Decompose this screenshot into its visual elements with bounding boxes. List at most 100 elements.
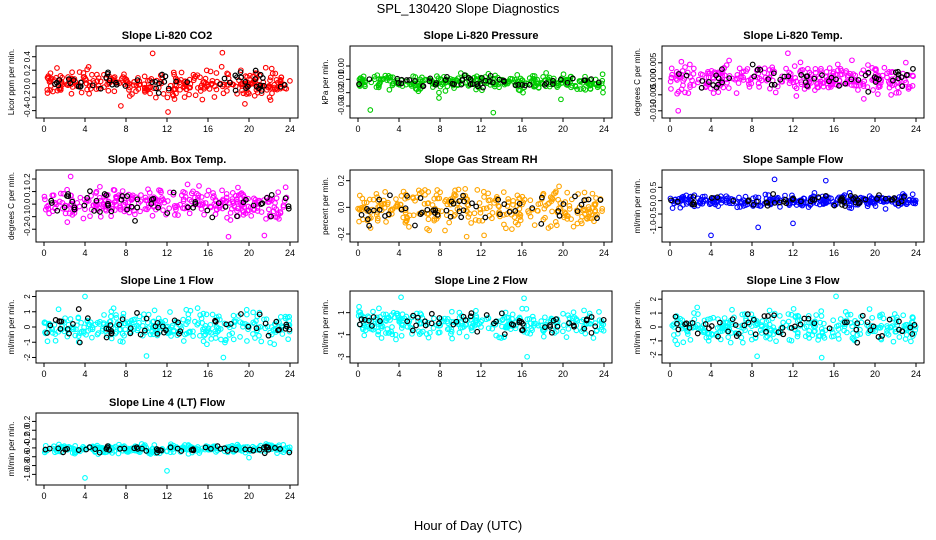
data-point bbox=[761, 69, 768, 76]
data-point bbox=[773, 338, 779, 345]
data-point bbox=[423, 331, 430, 337]
outlier-point bbox=[242, 101, 248, 107]
data-point bbox=[197, 84, 204, 91]
data-point bbox=[234, 196, 240, 202]
x-tick-label: 8 bbox=[123, 491, 128, 501]
data-point bbox=[242, 449, 249, 456]
data-point bbox=[385, 199, 391, 206]
data-point bbox=[200, 310, 207, 317]
reference-point bbox=[797, 321, 804, 328]
data-point bbox=[268, 65, 275, 72]
data-point bbox=[843, 68, 850, 74]
reference-point bbox=[238, 311, 244, 317]
data-point bbox=[229, 190, 236, 196]
data-point bbox=[277, 314, 284, 320]
data-point bbox=[568, 196, 575, 203]
data-point bbox=[151, 85, 157, 92]
y-tick-label: 0.2 bbox=[23, 64, 32, 76]
data-point bbox=[739, 311, 746, 318]
data-point bbox=[509, 226, 515, 232]
data-point bbox=[108, 313, 114, 320]
outlier-point bbox=[398, 294, 404, 301]
y-tick-label: -0.4 bbox=[23, 440, 32, 454]
data-point bbox=[146, 448, 153, 455]
data-point bbox=[203, 311, 210, 318]
data-point bbox=[374, 215, 381, 222]
data-point bbox=[393, 203, 399, 210]
reference-point bbox=[444, 73, 450, 80]
data-point bbox=[886, 84, 893, 91]
y-tick-label: -0.01 bbox=[337, 70, 346, 89]
reference-point bbox=[404, 318, 411, 325]
data-point bbox=[690, 70, 697, 77]
data-point bbox=[415, 187, 422, 194]
panel-title: Slope Line 2 Flow bbox=[435, 275, 528, 287]
reference-point bbox=[867, 327, 874, 334]
reference-point bbox=[133, 444, 140, 451]
data-point bbox=[213, 70, 220, 76]
data-point bbox=[878, 322, 885, 329]
data-point bbox=[793, 85, 800, 92]
y-tick-label: -0.5 bbox=[649, 207, 658, 221]
reference-point bbox=[268, 191, 275, 198]
data-point bbox=[141, 84, 148, 91]
x-tick-label: 0 bbox=[41, 248, 46, 258]
data-point bbox=[279, 331, 286, 337]
reference-point bbox=[555, 208, 562, 214]
data-point bbox=[235, 205, 242, 212]
data-point bbox=[188, 190, 195, 197]
x-tick-label: 8 bbox=[123, 369, 128, 379]
data-point bbox=[245, 203, 252, 210]
data-point bbox=[52, 449, 58, 456]
x-tick-label: 24 bbox=[911, 124, 921, 134]
reference-point bbox=[143, 447, 150, 454]
reference-point bbox=[578, 201, 585, 208]
data-point bbox=[823, 200, 829, 206]
y-tick-label: 0.000 bbox=[649, 68, 658, 89]
reference-point bbox=[273, 318, 280, 325]
data-point bbox=[185, 450, 192, 457]
data-point bbox=[266, 212, 273, 218]
data-point bbox=[680, 339, 687, 346]
data-point bbox=[125, 199, 132, 206]
reference-point bbox=[262, 320, 269, 327]
data-point bbox=[120, 338, 126, 345]
data-point bbox=[821, 320, 827, 327]
reference-point bbox=[442, 77, 449, 83]
data-point bbox=[740, 74, 747, 81]
reference-point bbox=[764, 202, 771, 209]
reference-point bbox=[501, 78, 507, 85]
data-point bbox=[220, 81, 227, 88]
reference-point bbox=[482, 214, 489, 221]
y-tick-label: 0.2 bbox=[337, 175, 346, 187]
data-point bbox=[44, 87, 51, 93]
reference-point bbox=[822, 192, 829, 199]
data-point bbox=[535, 84, 542, 91]
data-point bbox=[394, 310, 401, 317]
data-point bbox=[163, 324, 169, 330]
x-tick-label: 24 bbox=[599, 369, 609, 379]
data-point bbox=[435, 329, 442, 336]
data-point bbox=[734, 204, 741, 211]
reference-point bbox=[675, 326, 682, 333]
data-point bbox=[175, 212, 181, 218]
reference-point bbox=[424, 206, 431, 213]
data-point bbox=[705, 337, 712, 344]
reference-point bbox=[154, 449, 160, 456]
data-point bbox=[902, 336, 909, 342]
data-point bbox=[125, 191, 132, 198]
y-tick-label: -0.005 bbox=[649, 83, 658, 106]
reference-point bbox=[890, 77, 896, 84]
data-point bbox=[582, 73, 588, 80]
data-point bbox=[224, 70, 230, 77]
data-point bbox=[131, 207, 137, 214]
x-tick-label: 12 bbox=[476, 124, 486, 134]
outlier-point bbox=[82, 475, 88, 481]
data-point bbox=[587, 86, 594, 92]
reference-point bbox=[460, 192, 466, 199]
reference-point bbox=[516, 317, 523, 324]
data-point bbox=[410, 194, 416, 201]
data-point bbox=[802, 333, 809, 340]
